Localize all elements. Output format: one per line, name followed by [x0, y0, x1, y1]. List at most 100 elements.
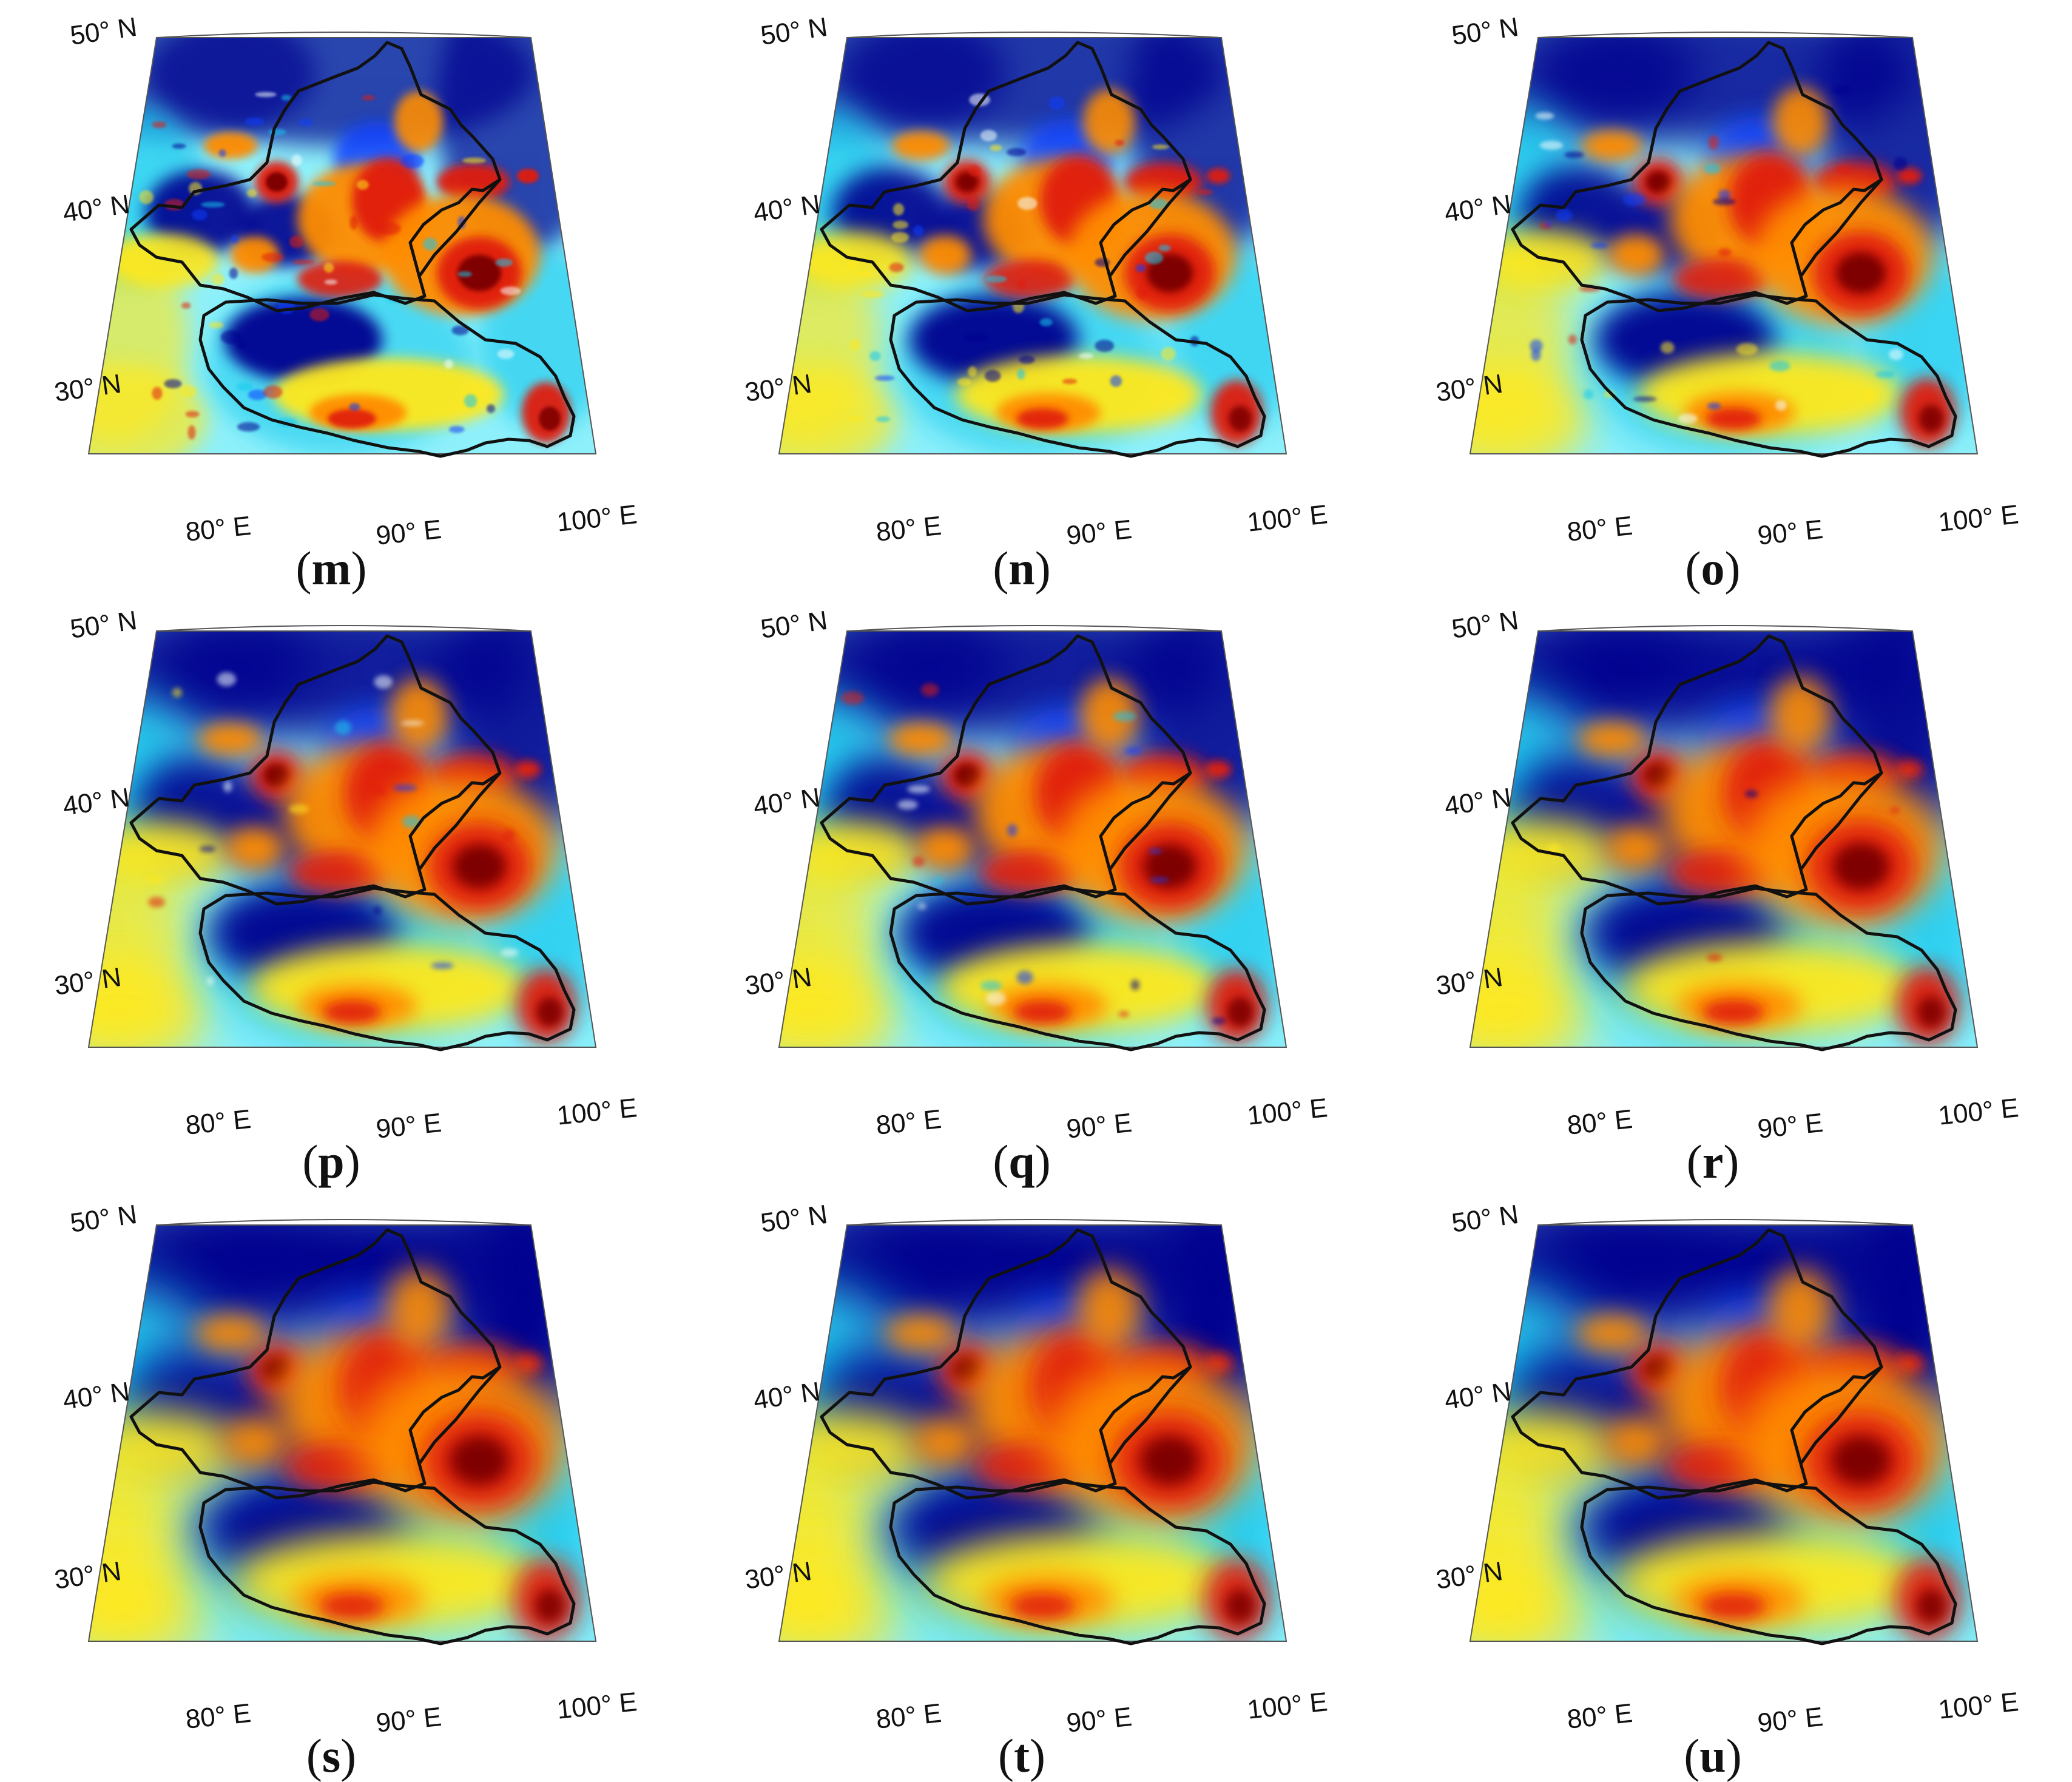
field-anomaly-17	[453, 844, 506, 889]
field-anomaly-5	[919, 235, 971, 275]
field-anomaly-17	[1835, 252, 1886, 294]
map-q	[778, 625, 1287, 1051]
field-speckle	[897, 800, 918, 810]
panel-label: (t)	[998, 1729, 1045, 1782]
field-speckle	[1769, 360, 1790, 372]
field-anomaly-7	[1645, 170, 1671, 194]
map-n	[778, 32, 1287, 458]
field-speckle	[1530, 339, 1543, 353]
field-speckle	[281, 95, 291, 101]
field-speckle	[312, 181, 337, 186]
field-anomaly-12	[1083, 89, 1135, 154]
field-speckle	[373, 906, 382, 915]
map-frame-top	[846, 625, 1222, 632]
field-speckle	[1889, 348, 1903, 360]
map-frame	[87, 1224, 597, 1642]
map-panel-n: 50° N 40° N 30° N 80° E 90° E 100° E (n)	[690, 0, 1381, 593]
panel-label: (r)	[1686, 1135, 1740, 1188]
field-speckle	[1544, 220, 1553, 228]
field-speckle	[889, 262, 904, 272]
field-speckle	[495, 258, 513, 267]
field-anomaly-22	[1916, 1590, 1946, 1622]
field-speckle	[849, 339, 860, 351]
field-speckle	[211, 274, 224, 286]
field-speckle	[893, 203, 905, 216]
field-speckle	[501, 948, 519, 957]
field-speckle	[201, 201, 225, 208]
field-speckle	[1590, 242, 1608, 249]
field-anomaly-12	[1769, 676, 1832, 754]
boundary-qinghai	[418, 1366, 501, 1464]
field-anomaly-5	[225, 826, 285, 871]
field-anomaly-7	[1644, 763, 1673, 788]
field-anomaly-8	[1578, 721, 1647, 757]
field-speckle	[1152, 144, 1169, 150]
field-speckle	[841, 691, 865, 705]
field-speckle	[1704, 163, 1721, 174]
map-frame	[87, 37, 597, 454]
map-panel-m: 50° N 40° N 30° N 80° E 90° E 100° E (m)	[0, 0, 690, 593]
field-speckle	[1149, 198, 1168, 209]
field-speckle	[1039, 318, 1053, 326]
field-speckle	[464, 394, 478, 408]
field-region-bg-5	[89, 957, 206, 1047]
field-anomaly-5	[231, 237, 279, 273]
field-region-bg-5	[1470, 1551, 1588, 1641]
field-speckle	[324, 279, 338, 285]
field-speckle	[1535, 112, 1554, 120]
field-speckle	[1531, 349, 1541, 362]
field-region-bg-5	[89, 1551, 206, 1641]
field-anomaly-4	[1471, 1411, 1619, 1485]
field-region-bg-5	[1470, 364, 1588, 454]
field-anomaly-12	[386, 1267, 451, 1350]
field-speckle	[1062, 379, 1078, 385]
field-speckle	[192, 209, 208, 221]
boundary-south	[889, 886, 1266, 1051]
field-speckle	[246, 189, 257, 198]
field-anomaly-5	[222, 1417, 288, 1467]
boundary-north	[129, 1228, 502, 1500]
boundary-south	[198, 1480, 576, 1645]
lon-label: 80° E	[1565, 1104, 1635, 1141]
boundary-north	[129, 634, 502, 906]
panel-label: (p)	[302, 1135, 360, 1188]
field-speckle	[1017, 278, 1026, 289]
field-anomaly-4	[90, 1411, 238, 1485]
field-anomaly-17	[450, 1436, 509, 1485]
field-speckle	[1150, 877, 1170, 883]
field-speckle	[237, 422, 260, 432]
field-anomaly-22	[539, 407, 561, 431]
panel-letter: r	[1702, 1135, 1724, 1188]
field-anomaly-7	[955, 171, 979, 193]
field-anomaly-4	[98, 821, 230, 888]
map-t	[778, 1219, 1287, 1645]
field-speckle	[1016, 970, 1033, 985]
panel-label: (m)	[295, 542, 367, 595]
boundary-south	[198, 293, 576, 458]
field-speckle	[362, 95, 376, 101]
field-anomaly-12	[1767, 1267, 1833, 1350]
map-frame	[1469, 1224, 1979, 1642]
field-anomaly-11	[288, 850, 391, 895]
field-speckle	[1135, 264, 1146, 272]
lon-label: 80° E	[184, 1698, 253, 1735]
field-anomaly-22	[1917, 996, 1946, 1028]
field-speckle	[984, 370, 1001, 382]
lon-label: 100° E	[1937, 1687, 2020, 1725]
field-speckle	[1048, 96, 1065, 110]
lon-label: 100° E	[555, 1687, 639, 1725]
field-speckle	[920, 683, 939, 697]
lon-label: 100° E	[1937, 499, 2020, 538]
field-anomaly-14	[517, 169, 539, 183]
field-speckle	[152, 121, 167, 129]
field-speckle	[1718, 248, 1732, 257]
field-speckle	[869, 351, 881, 361]
boundary-qinghai	[418, 178, 501, 277]
field-anomaly-17	[1831, 1436, 1891, 1485]
field-speckle	[1115, 140, 1124, 146]
boundary-qinghai	[1109, 178, 1192, 277]
field-speckle	[1118, 1011, 1129, 1018]
field-anomaly-20	[1706, 407, 1761, 430]
field-speckle	[189, 181, 203, 195]
